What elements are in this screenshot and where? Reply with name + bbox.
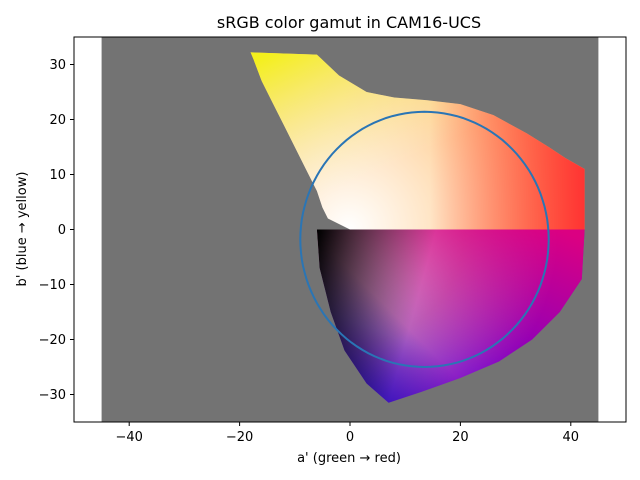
x-tick-label: 20 [452, 430, 469, 445]
x-axis-label: a' (green → red) [297, 451, 401, 466]
x-axis: −40 −20 0 20 40 [115, 422, 579, 445]
y-tick-label: 30 [49, 58, 66, 73]
y-tick-label: 10 [49, 168, 66, 183]
series-line-0 [299, 110, 550, 369]
y-tick-label: 0 [58, 223, 66, 238]
gamut-upper [250, 52, 585, 230]
x-tick-label: 40 [563, 430, 580, 445]
x-tick-label: −20 [226, 430, 253, 445]
x-tick-label: 0 [346, 430, 354, 445]
chart-title: sRGB color gamut in CAM16-UCS [217, 13, 481, 32]
y-tick-label: −10 [39, 278, 66, 293]
y-axis-label: b' (blue → yellow) [15, 172, 30, 287]
y-tick-label: 20 [49, 113, 66, 128]
x-tick-label: −40 [115, 430, 142, 445]
y-tick-label: −30 [39, 388, 66, 403]
y-tick-label: −20 [39, 333, 66, 348]
y-axis: −30 −20 −10 0 10 20 30 [39, 58, 74, 403]
gamut-upper-red-overlay [250, 52, 585, 230]
